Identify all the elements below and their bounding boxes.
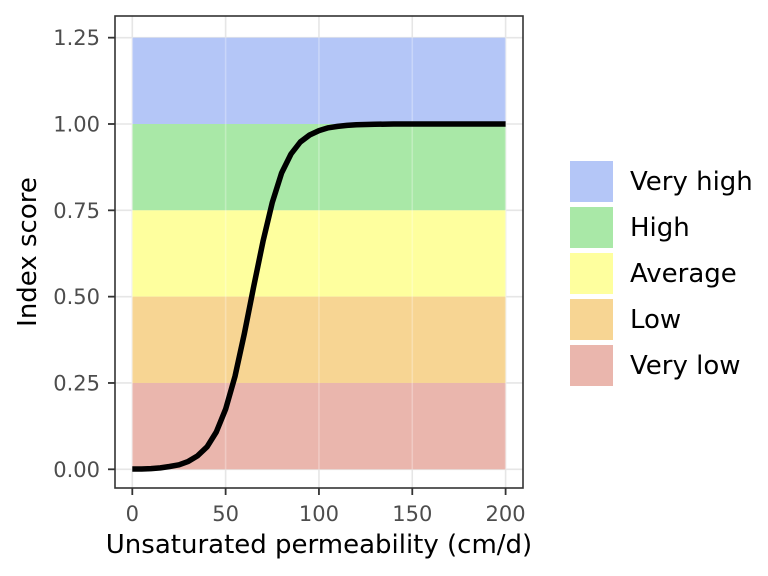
y-tick-label: 1.25 [53,26,100,50]
band-very-high [132,37,506,124]
legend-item: High [570,207,753,248]
band-high [132,124,506,211]
axis-tick-labels: 0 50 100 150 200 0.00 0.25 0.50 0.75 1.00 1.25 [53,26,525,526]
band-low [132,296,506,383]
y-tick-label: 0.50 [53,285,100,309]
x-tick-label: 150 [392,502,432,526]
legend-item-label: Very high [630,166,753,197]
curve-path [132,121,506,472]
legend-item-label: Low [630,304,682,335]
x-axis-title: Unsaturated permeability (cm/d) [106,530,532,560]
x-tick-label: 100 [299,502,339,526]
band-average [132,210,506,297]
legend-item: Very low [570,345,753,386]
x-tick-label: 0 [126,502,139,526]
x-tick-label: 50 [212,502,239,526]
legend-swatch [570,253,613,294]
legend-swatch [570,345,613,386]
legend-item: Very high [570,161,753,202]
axis-ticks [108,36,507,495]
y-tick-label: 0.00 [53,458,100,482]
y-tick-label: 0.25 [53,371,100,395]
legend-item: Average [570,253,753,294]
y-tick-label: 0.75 [53,199,100,223]
x-tick-label: 200 [486,502,526,526]
index-score-curve [132,121,506,472]
legend-swatch [570,207,613,248]
legend-item: Low [570,299,753,340]
legend-item-label: High [630,212,690,243]
legend-swatch [570,161,613,202]
y-tick-label: 1.00 [53,113,100,137]
legend-swatch [570,299,613,340]
gridline-overlays [131,37,507,470]
legend-item-label: Average [630,258,737,289]
y-axis-title: Index score [13,177,43,327]
score-bands [132,37,506,470]
legend: Very high High Average Low Very low [570,161,753,386]
legend-item-label: Very low [630,350,741,381]
